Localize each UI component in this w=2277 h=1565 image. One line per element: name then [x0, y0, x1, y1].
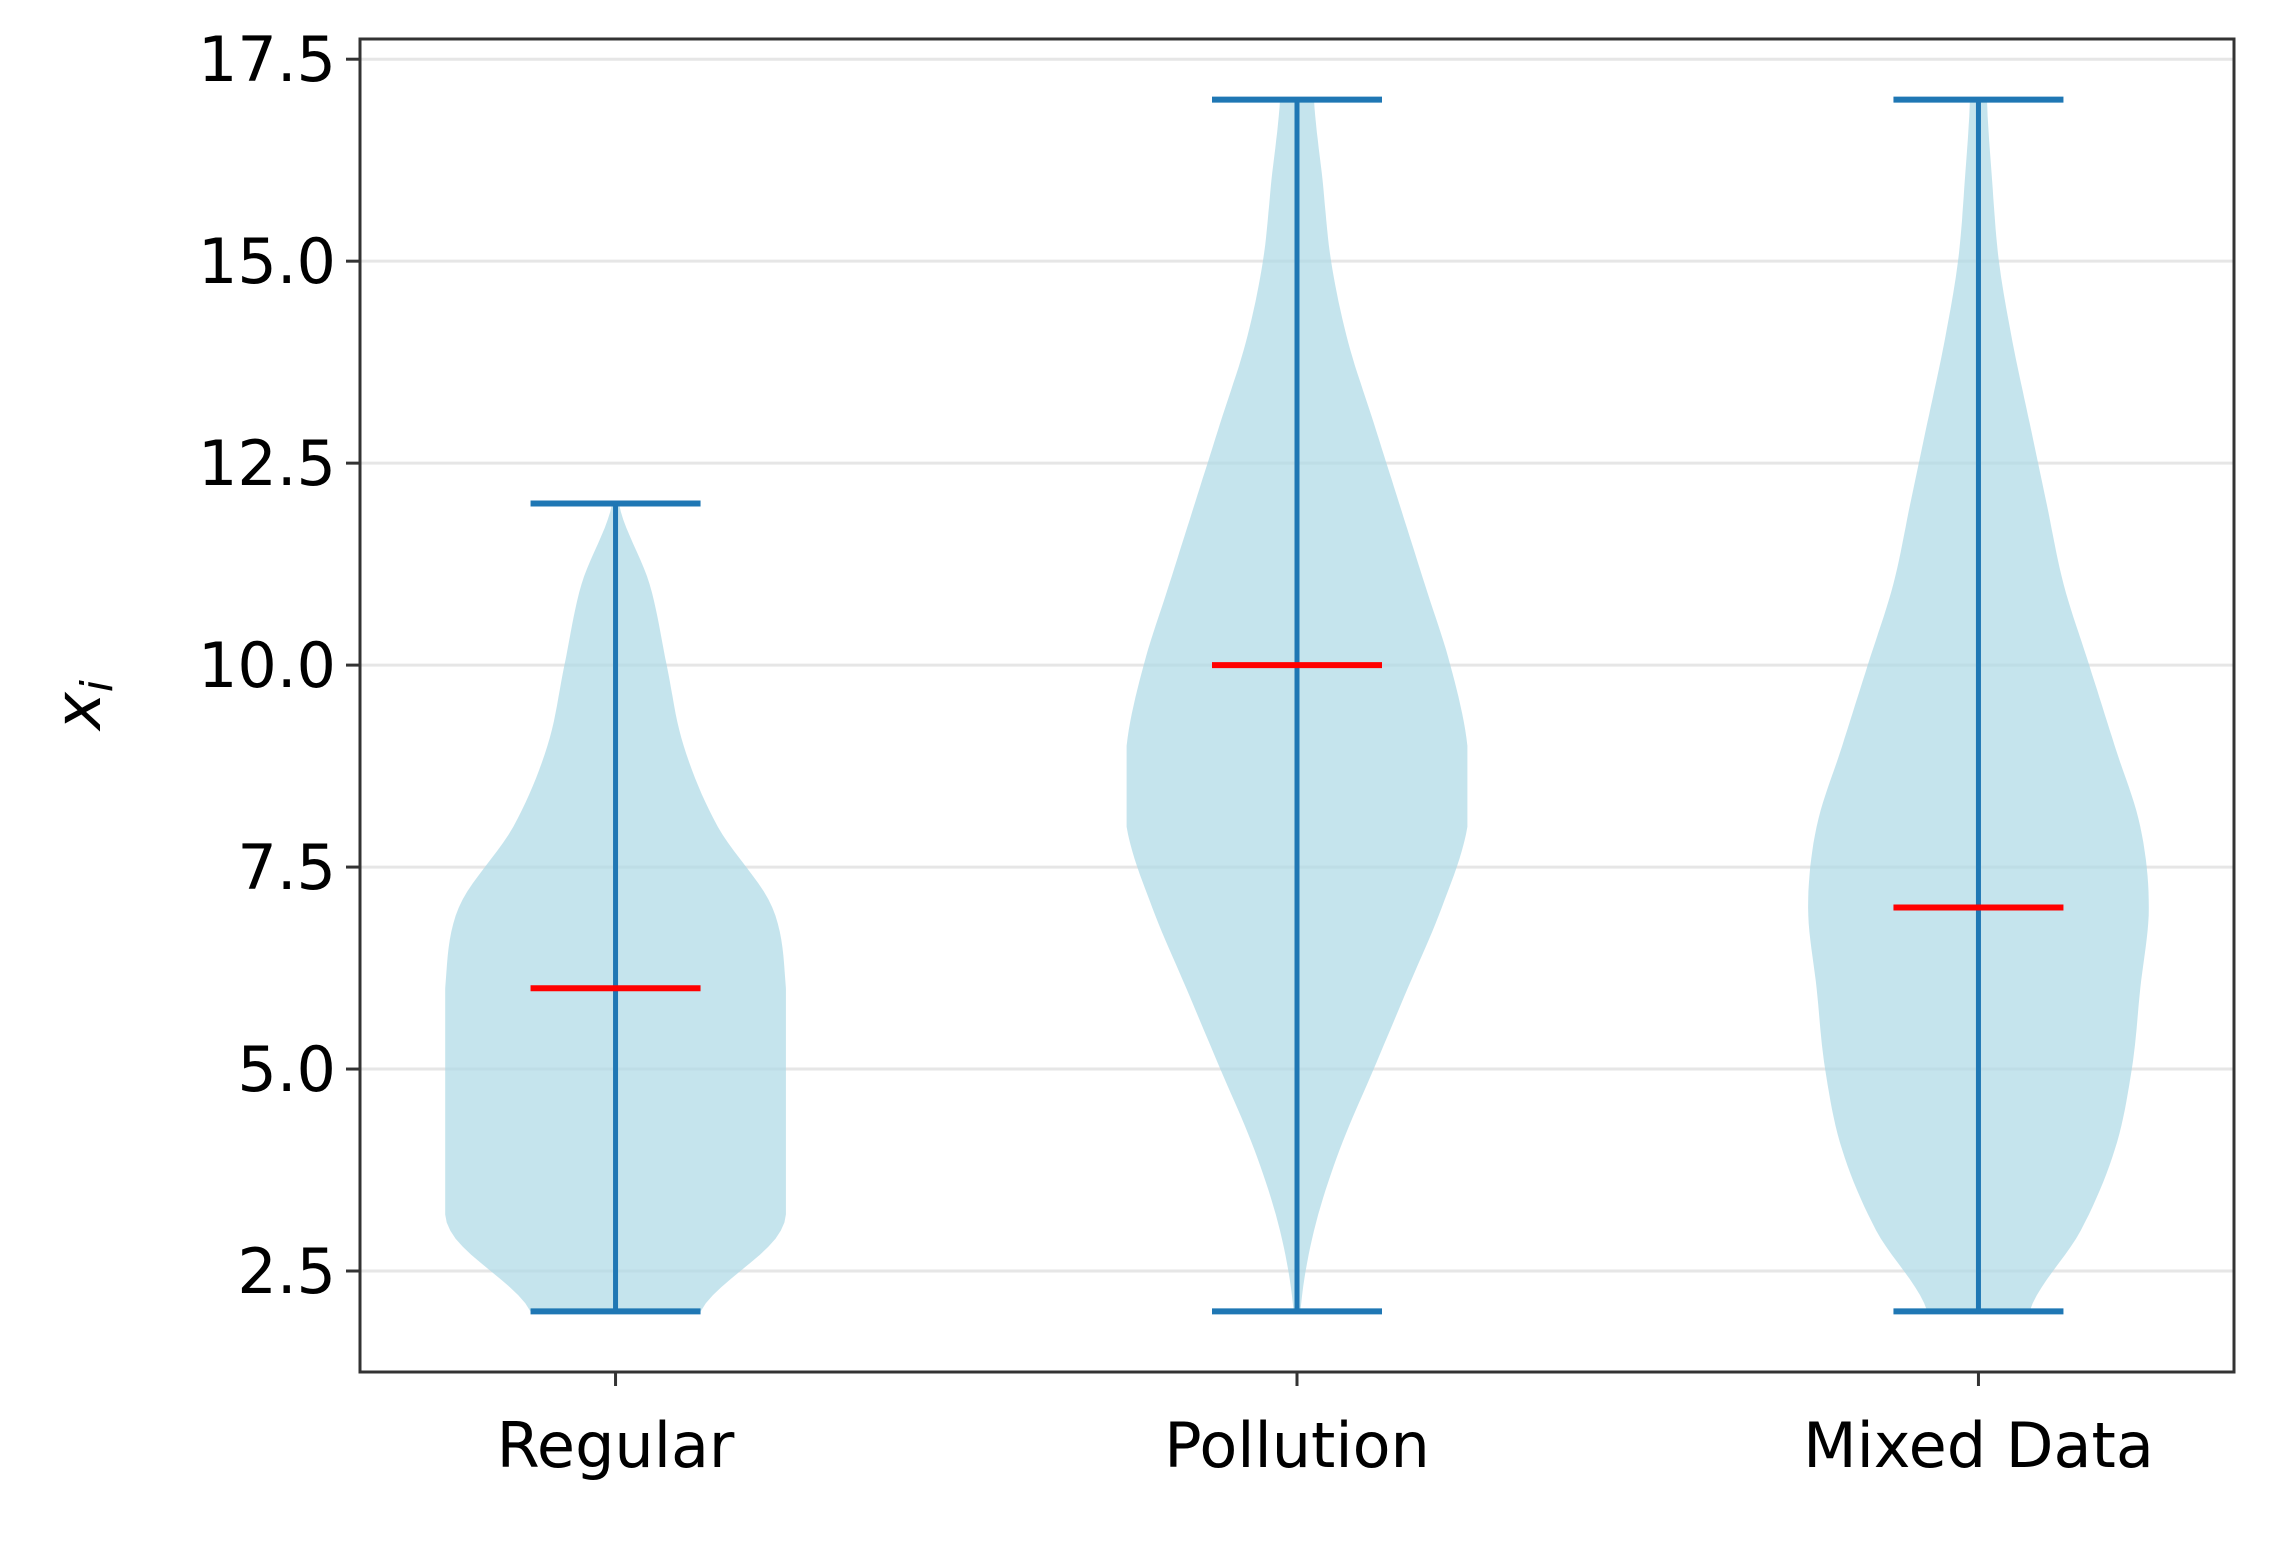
violin-regular — [445, 500, 786, 1315]
y-tick-label: 10.0 — [198, 629, 336, 702]
y-tick-label: 2.5 — [237, 1235, 336, 1308]
y-tick-label: 15.0 — [198, 225, 336, 298]
y-tick-label: 12.5 — [198, 427, 336, 500]
y-tick-label: 17.5 — [198, 23, 336, 96]
x-tick-label: Regular — [497, 1409, 735, 1482]
y-tick-label: 5.0 — [237, 1033, 336, 1106]
y-axis-label-sub: i — [72, 679, 123, 692]
y-axis-label-main: x — [42, 691, 116, 732]
violins — [445, 96, 2149, 1315]
y-tick-label: 7.5 — [237, 831, 336, 904]
x-tick-label: Mixed Data — [1803, 1409, 2154, 1482]
y-axis-label: xi — [42, 679, 123, 732]
x-tick-label: Pollution — [1164, 1409, 1430, 1482]
y-axis-ticks: 2.5 5.0 7.5 10.0 12.5 15.0 17.5 — [198, 23, 360, 1308]
violin-mixed-data — [1808, 96, 2149, 1315]
violin-pollution — [1126, 96, 1468, 1315]
x-axis-ticks: Regular Pollution Mixed Data — [497, 1372, 2154, 1482]
